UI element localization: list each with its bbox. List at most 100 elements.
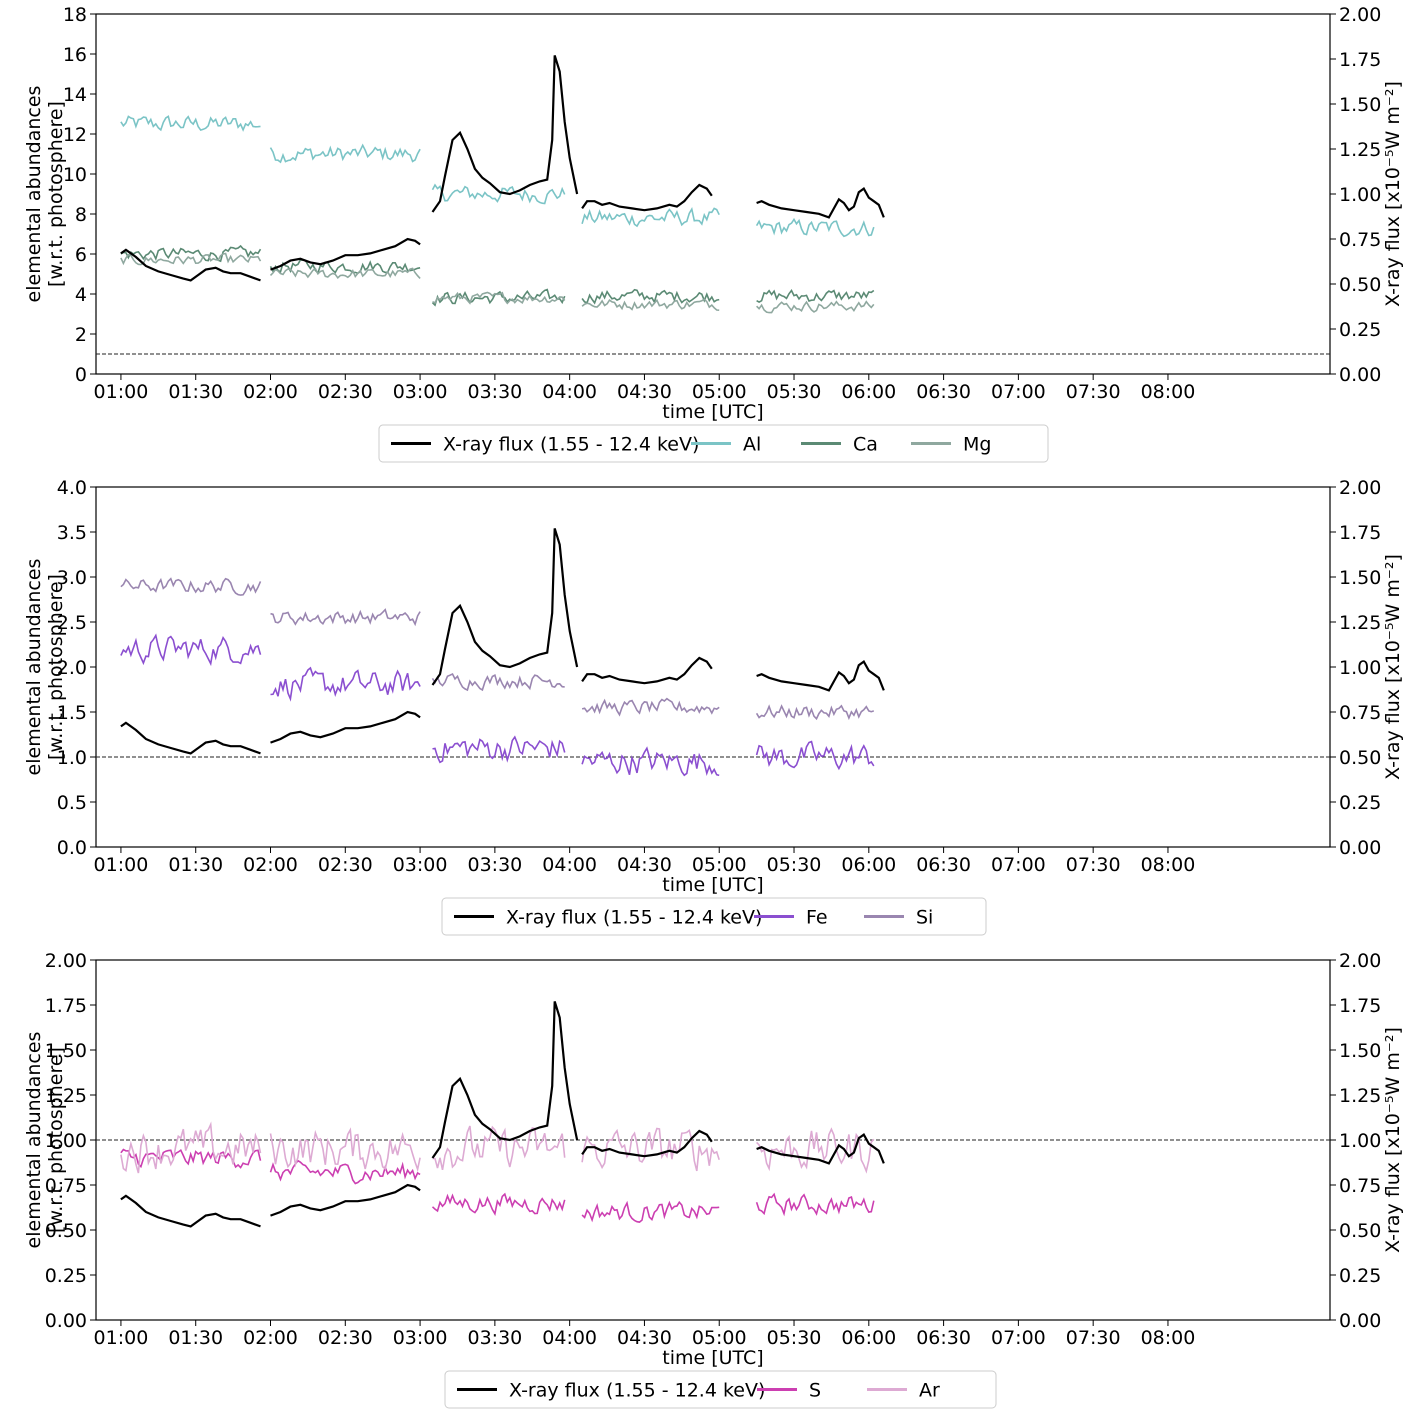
- y-tick-label-right: 0.00: [1339, 837, 1381, 859]
- series-line-fe: [270, 666, 421, 702]
- series-line-mg: [269, 267, 421, 279]
- chart-panel-top: 01:00 01:30 02:00 02:30 03:00 03:30 04:00 04:30…: [23, 4, 1404, 463]
- series-line-ar: [269, 1127, 421, 1173]
- legend-label: Si: [916, 907, 933, 929]
- series-line-si: [431, 672, 565, 692]
- y-tick-label-right: 1.25: [1339, 139, 1381, 161]
- y-tick-label-left: 3.0: [57, 567, 87, 589]
- x-tick-label: 03:00: [393, 854, 448, 876]
- x-tick-label: 04:30: [617, 1327, 672, 1349]
- y-tick-label-right: 1.00: [1339, 1130, 1381, 1152]
- x-tick-label: 03:00: [393, 1327, 448, 1349]
- series-line-xray-flux: [431, 55, 579, 213]
- y-tick-label-right: 1.25: [1339, 612, 1381, 634]
- x-tick-label: 01:30: [168, 381, 223, 403]
- x-tick-label: 07:00: [991, 1327, 1046, 1349]
- y-tick-label-left: 0.25: [45, 1265, 87, 1287]
- y-tick-label-left: 2.0: [57, 657, 87, 679]
- x-tick-label: 03:30: [467, 381, 522, 403]
- x-tick-label: 06:30: [916, 1327, 971, 1349]
- legend-label: Al: [743, 434, 761, 456]
- y-tick-label-right: 2.00: [1339, 477, 1381, 499]
- x-tick-label: 04:00: [542, 381, 597, 403]
- legend-label: X-ray flux (1.55 - 12.4 keV): [443, 434, 699, 456]
- legend-box: [444, 1370, 997, 1409]
- x-tick-label: 05:00: [692, 854, 747, 876]
- x-tick-label: 06:00: [841, 381, 896, 403]
- x-tick-label: 06:30: [916, 381, 971, 403]
- y-axis-label-right: X-ray flux [x10⁻⁵W m⁻²]: [1382, 554, 1404, 780]
- y-tick-label-left: 16: [63, 44, 87, 66]
- y-tick-label-right: 1.00: [1339, 184, 1381, 206]
- x-tick-label: 05:30: [767, 854, 822, 876]
- x-axis-label: time [UTC]: [662, 874, 763, 896]
- y-tick-label-right: 1.50: [1339, 567, 1381, 589]
- y-tick-label-right: 0.00: [1339, 364, 1381, 386]
- y-tick-label-left: 2: [75, 324, 87, 346]
- y-tick-label-right: 0.25: [1339, 319, 1381, 341]
- series-line-fe: [120, 633, 262, 667]
- y-axis-label-left: elemental abundances: [23, 1032, 45, 1249]
- legend-label: Mg: [963, 434, 991, 456]
- x-tick-label: 05:00: [692, 381, 747, 403]
- x-tick-label: 01:00: [94, 1327, 149, 1349]
- x-tick-label: 08:00: [1141, 1327, 1196, 1349]
- y-tick-label-right: 0.50: [1339, 747, 1381, 769]
- legend-label: Ca: [853, 434, 878, 456]
- y-tick-label-left: 18: [63, 4, 87, 26]
- series-line-fe: [755, 740, 875, 771]
- y-tick-label-right: 1.75: [1339, 995, 1381, 1017]
- y-tick-label-right: 1.75: [1339, 49, 1381, 71]
- series-line-s: [269, 1159, 421, 1185]
- x-tick-label: 07:30: [1066, 381, 1121, 403]
- plot-frame: [95, 486, 1331, 848]
- y-tick-label-right: 0.00: [1339, 1310, 1381, 1332]
- series-line-s: [755, 1192, 875, 1217]
- series-line-ar: [581, 1127, 720, 1172]
- x-tick-label: 06:00: [841, 1327, 896, 1349]
- legend-label: X-ray flux (1.55 - 12.4 keV): [506, 907, 762, 929]
- x-tick-label: 05:30: [767, 1327, 822, 1349]
- series-line-xray-flux: [120, 721, 261, 755]
- legend-label: S: [809, 1380, 821, 1402]
- y-tick-label-right: 1.25: [1339, 1085, 1381, 1107]
- y-tick-label-right: 1.50: [1339, 1040, 1381, 1062]
- x-tick-label: 01:30: [168, 854, 223, 876]
- x-tick-label: 02:00: [243, 1327, 298, 1349]
- x-tick-label: 03:30: [467, 1327, 522, 1349]
- x-axis-label: time [UTC]: [662, 401, 763, 423]
- chart-panel-middle: 01:00 01:30 02:00 02:30 03:00 03:30 04:00 04:30…: [23, 477, 1404, 936]
- y-axis-label-right: X-ray flux [x10⁻⁵W m⁻²]: [1382, 1027, 1404, 1253]
- x-tick-label: 02:30: [318, 1327, 373, 1349]
- y-tick-label-right: 0.25: [1339, 792, 1381, 814]
- x-tick-label: 03:30: [467, 854, 522, 876]
- series-line-si: [120, 577, 262, 596]
- y-tick-label-left: 0.5: [57, 792, 87, 814]
- series-line-xray-flux: [581, 1129, 713, 1158]
- y-axis-label-left-sub: [w.r.t. photosphere]: [45, 574, 67, 760]
- x-tick-label: 07:00: [991, 854, 1046, 876]
- y-tick-label-right: 0.25: [1339, 1265, 1381, 1287]
- plot-frame: [95, 13, 1331, 375]
- x-axis-label: time [UTC]: [662, 1347, 763, 1369]
- x-tick-label: 01:30: [168, 1327, 223, 1349]
- y-tick-label-left: 0.00: [45, 1310, 87, 1332]
- y-tick-label-left: 2.00: [45, 950, 87, 972]
- series-line-xray-flux: [120, 1194, 261, 1228]
- y-tick-label-left: 0.50: [45, 1220, 87, 1242]
- series-line-s: [431, 1192, 566, 1217]
- series-line-ca: [756, 288, 875, 304]
- y-tick-label-right: 2.00: [1339, 950, 1381, 972]
- series-line-xray-flux: [120, 248, 261, 282]
- chart-panel-bottom: 01:00 01:30 02:00 02:30 03:00 03:30 04:00 04:30…: [23, 950, 1404, 1409]
- y-tick-label-left: 0: [75, 364, 87, 386]
- y-tick-label-left: 14: [63, 84, 87, 106]
- y-tick-label-left: 1.50: [45, 1040, 87, 1062]
- series-line-al: [269, 143, 421, 164]
- y-tick-label-right: 0.75: [1339, 702, 1381, 724]
- x-tick-label: 02:00: [243, 854, 298, 876]
- x-tick-label: 06:00: [841, 854, 896, 876]
- series-line-al: [755, 217, 875, 238]
- series-line-al: [120, 115, 261, 132]
